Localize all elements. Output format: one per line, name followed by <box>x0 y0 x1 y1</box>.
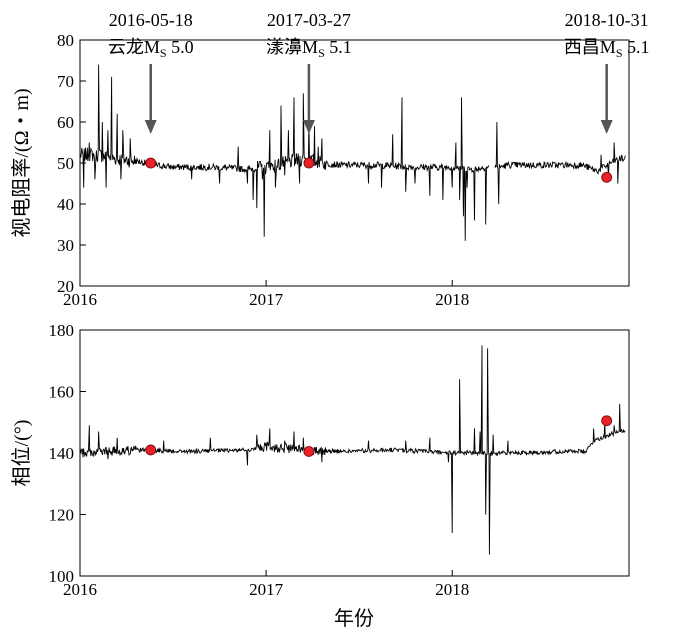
year-axis-label: 年份 <box>334 607 374 630</box>
earthquake-annotation: 2017-03-27 漾濞MS 5.1 <box>266 10 352 134</box>
phase-event-marker <box>601 415 613 427</box>
phase-trace <box>79 345 626 555</box>
phase-event-marker <box>303 446 315 457</box>
annotation-date: 2017-03-27 <box>267 10 351 30</box>
annotation-place: 云龙MS 5.0 <box>108 37 194 60</box>
resistivity-y-tick-label: 20 <box>57 277 74 296</box>
resistivity-y-tick-label: 30 <box>57 236 74 255</box>
phase-y-tick-label: 160 <box>49 383 75 402</box>
earthquake-annotation: 2018-10-31 西昌MS 5.1 <box>564 10 650 134</box>
annotation-arrow-head <box>302 120 315 134</box>
resistivity-y-tick-label: 40 <box>57 195 74 214</box>
earthquake-annotation: 2016-05-18 云龙MS 5.0 <box>108 10 194 134</box>
phase-y-tick-label: 120 <box>49 506 75 525</box>
resistivity-panel: 20 30 40 50 60 70 80 2016 2017 2018 2016-05-18 云龙M… <box>10 10 650 309</box>
phase-event-marker <box>145 444 157 456</box>
phase-event-markers <box>145 415 613 457</box>
phase-axis-label: 相位/(°) <box>10 420 33 487</box>
phase-x-tick-label: 2018 <box>435 580 469 599</box>
phase-plot-frame <box>79 329 630 577</box>
resistivity-event-marker <box>303 157 315 169</box>
phase-y-tick-label: 180 <box>49 321 75 340</box>
annotation-date: 2016-05-18 <box>109 10 193 30</box>
annotation-place: 西昌MS 5.1 <box>564 37 650 60</box>
resistivity-y-tick-label: 80 <box>57 31 74 50</box>
resistivity-x-tick-label: 2017 <box>249 290 284 309</box>
resistivity-event-markers: 2016-05-18 云龙MS 5.0 2017-03-27 漾濞MS 5.1 2018… <box>108 10 650 183</box>
annotation-place: 漾濞MS 5.1 <box>266 37 352 60</box>
phase-panel: 100 120 140 160 180 2016 2017 2018 相位/(°) 年份 <box>10 321 630 630</box>
resistivity-event-marker <box>145 157 157 169</box>
resistivity-y-tick-label: 70 <box>57 72 74 91</box>
resistivity-x-tick-label: 2016 <box>63 290 97 309</box>
annotation-arrow-head <box>144 120 157 134</box>
resistivity-ticks: 20 30 40 50 60 70 80 2016 2017 2018 <box>57 31 469 309</box>
resistivity-y-tick-label: 50 <box>57 154 74 173</box>
annotation-date: 2018-10-31 <box>565 10 649 30</box>
phase-y-tick-label: 140 <box>49 444 75 463</box>
resistivity-trace <box>79 64 626 241</box>
annotation-arrow-head <box>600 120 613 134</box>
phase-ticks: 100 120 140 160 180 2016 2017 2018 <box>49 321 470 599</box>
phase-y-tick-label: 100 <box>49 567 75 586</box>
resistivity-series-line <box>79 64 626 241</box>
phase-x-tick-label: 2017 <box>249 580 284 599</box>
resistivity-x-tick-label: 2018 <box>435 290 469 309</box>
resistivity-y-tick-label: 60 <box>57 113 74 132</box>
resistivity-event-marker <box>601 171 613 183</box>
phase-x-tick-label: 2016 <box>63 580 97 599</box>
resistivity-axis-label: 视电阻率/(Ω・m) <box>10 88 33 237</box>
phase-series-line <box>79 345 626 555</box>
